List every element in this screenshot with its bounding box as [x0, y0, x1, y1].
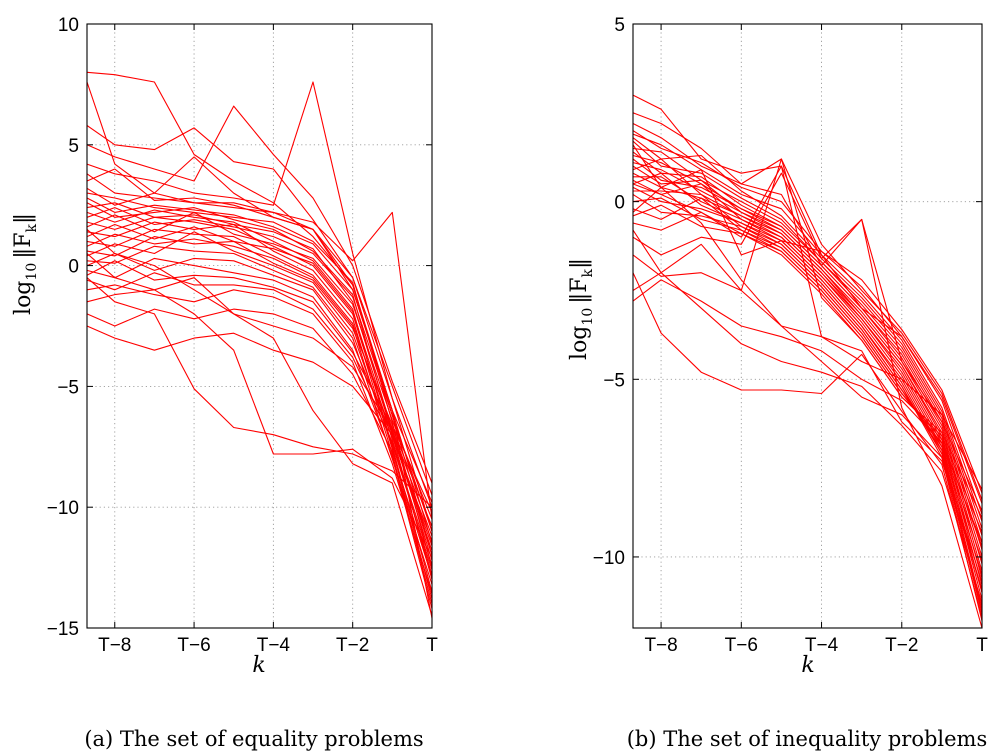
series-line — [632, 140, 983, 536]
y-axis-label: log10‖Fk‖ — [11, 213, 40, 315]
y-tick-label: −10 — [47, 498, 79, 519]
x-tick-label: T−4 — [805, 635, 839, 656]
series-line — [632, 272, 983, 618]
series-line — [632, 158, 983, 519]
x-tick-label: T−2 — [336, 635, 369, 656]
series-line — [632, 147, 983, 543]
series-line — [86, 272, 433, 566]
series-line — [632, 94, 983, 504]
series-line — [86, 207, 433, 532]
y-tick-label: 5 — [68, 136, 79, 157]
chart-panel-inequality: −10 −5 0 5 T−8 T−6 T−4 T−2 T — [593, 15, 988, 656]
series-line — [86, 168, 433, 508]
chart-panel-equality: −15 −10 −5 0 5 10 T−8 T−6 T−4 T−2 T — [47, 15, 438, 656]
x-tick-label: T−8 — [644, 635, 677, 656]
series-line — [86, 260, 433, 527]
x-tick-label: T — [976, 635, 988, 656]
y-tick-label: 5 — [614, 15, 625, 36]
x-axis-label: k — [252, 653, 265, 678]
series-line — [86, 236, 433, 513]
x-axis-label: k — [801, 653, 814, 678]
series-line — [86, 228, 433, 551]
series-line — [86, 211, 433, 520]
series-line — [86, 202, 433, 556]
x-tick-label: T−2 — [885, 635, 918, 656]
y-tick-label: −15 — [47, 619, 79, 640]
plot-frame — [86, 23, 433, 629]
y-tick-label: 0 — [614, 193, 625, 214]
y-tick-label: −5 — [57, 377, 79, 398]
series-line — [86, 197, 433, 503]
series-line — [632, 254, 983, 490]
series-line — [86, 187, 433, 544]
y-tick-label: 0 — [68, 257, 79, 278]
series-line — [86, 325, 433, 547]
series-line — [86, 173, 433, 520]
plot-frame — [632, 23, 983, 629]
series-line — [632, 272, 983, 604]
series-line — [86, 223, 433, 561]
series-line — [86, 308, 433, 578]
series-line — [86, 81, 433, 532]
series-line — [86, 257, 433, 609]
series-group — [632, 94, 983, 629]
series-group — [86, 71, 433, 619]
series-line — [86, 284, 433, 595]
caption: (a) The set of equality problems — [84, 727, 423, 751]
x-tick-label: T — [426, 635, 438, 656]
series-line — [632, 137, 983, 529]
y-tick-label: −5 — [603, 370, 625, 391]
y-axis-label: log10‖Fk‖ — [567, 258, 596, 360]
y-tick-label: −10 — [593, 548, 625, 569]
series-line — [632, 172, 983, 593]
y-tick-label: 10 — [58, 15, 79, 36]
series-line — [632, 169, 983, 494]
x-tick-label: T−6 — [177, 635, 210, 656]
series-line — [632, 211, 983, 533]
series-line — [86, 253, 433, 559]
series-line — [86, 125, 433, 496]
series-line — [86, 277, 433, 537]
x-tick-label: T−8 — [98, 635, 131, 656]
series-line — [632, 165, 983, 590]
caption: (b) The set of inequality problems — [627, 727, 988, 751]
series-line — [632, 172, 983, 512]
series-line — [632, 123, 983, 501]
series-line — [86, 105, 433, 484]
series-line — [632, 144, 983, 582]
series-line — [86, 81, 433, 619]
series-line — [632, 112, 983, 629]
series-line — [86, 277, 433, 508]
x-tick-label: T−6 — [725, 635, 758, 656]
series-line — [86, 192, 433, 568]
x-tick-label: T−4 — [257, 635, 291, 656]
series-line — [86, 221, 433, 600]
series-line — [86, 228, 433, 617]
